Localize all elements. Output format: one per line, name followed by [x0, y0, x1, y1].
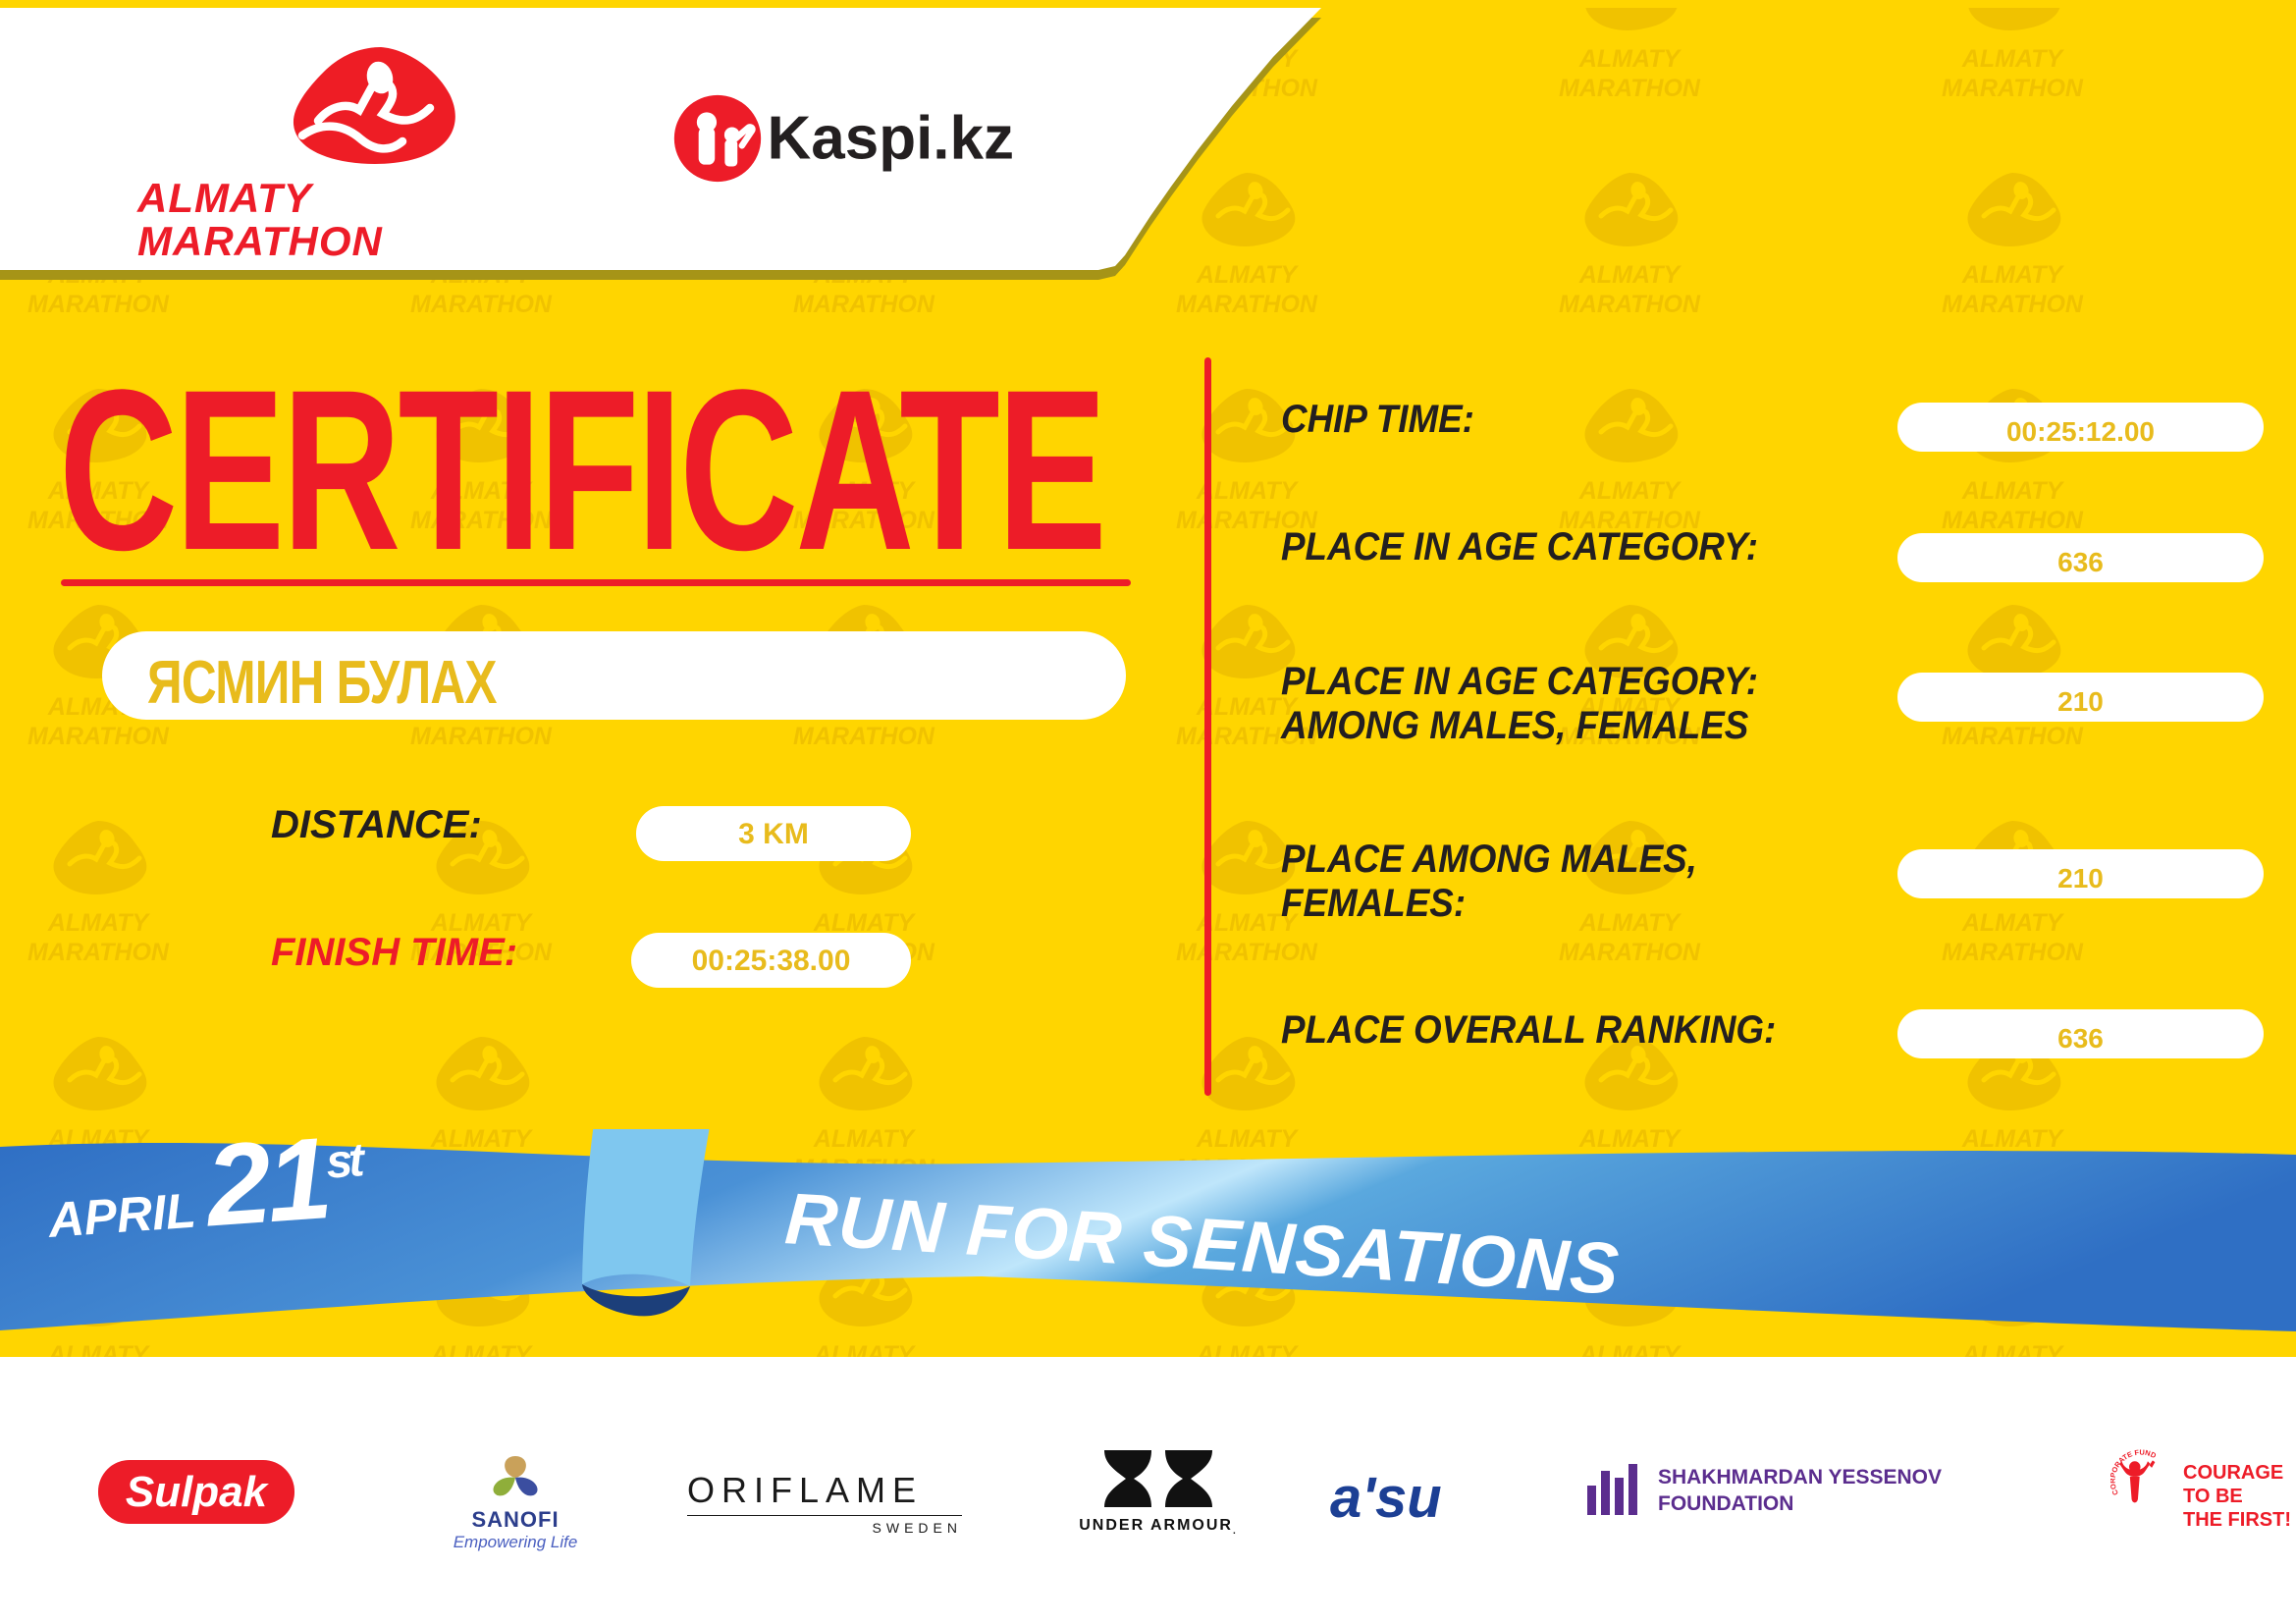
svg-text:Sulpak: Sulpak	[126, 1468, 270, 1516]
